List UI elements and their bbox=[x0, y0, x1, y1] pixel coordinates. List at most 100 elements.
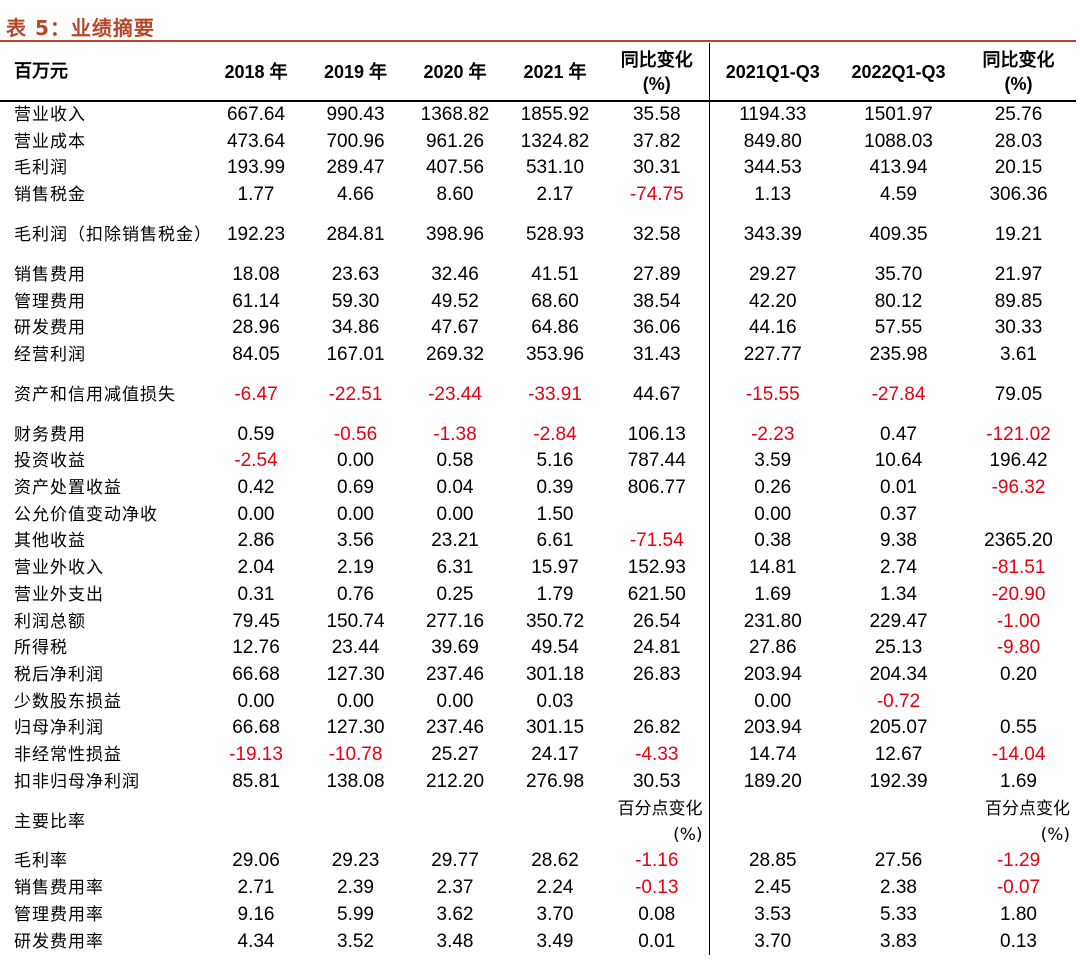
cell-value: 0.42 bbox=[237, 477, 275, 499]
cell-value: 29.27 bbox=[708, 261, 836, 289]
row-label: 毛利润 bbox=[14, 158, 68, 179]
cell-value: 39.69 bbox=[431, 637, 479, 659]
row-label: 公允价值变动净收 bbox=[14, 504, 158, 525]
row-label: 资产处置收益 bbox=[14, 478, 122, 499]
cell-value: 44.16 bbox=[708, 315, 836, 342]
cell-value: -14.04 bbox=[991, 744, 1046, 766]
cell-value: 700.96 bbox=[326, 130, 385, 152]
cell-value bbox=[306, 795, 405, 848]
col-header-text: 2021Q1-Q3 bbox=[725, 61, 820, 82]
cell-value: 806.77 bbox=[627, 477, 686, 499]
cell-value: 2.38 bbox=[880, 877, 917, 899]
cell-value: 231.80 bbox=[708, 608, 836, 636]
row-label: 毛利润（扣除销售税金） bbox=[14, 225, 212, 246]
cell-value: 398.96 bbox=[425, 224, 485, 246]
cell-value: 0.38 bbox=[708, 528, 836, 556]
cell-value: -6.47 bbox=[234, 384, 278, 406]
cell-value: -4.33 bbox=[635, 744, 679, 766]
cell-value: 5.99 bbox=[337, 903, 374, 925]
cell-value: 196.42 bbox=[989, 450, 1048, 472]
cell-value: 27.56 bbox=[874, 850, 923, 872]
cell-value: 5.33 bbox=[880, 903, 917, 925]
cell-value: 23.44 bbox=[331, 637, 380, 659]
cell-value: 3.59 bbox=[708, 448, 836, 476]
cell-value: 25.13 bbox=[874, 637, 923, 659]
col-header-text: 2018 年 bbox=[224, 61, 288, 82]
cell-value: 35.58 bbox=[632, 104, 681, 125]
cell-value: 0.08 bbox=[638, 903, 676, 925]
table-row: 管理费用率 9.16 5.99 3.62 3.70 0.08 3.53 5.33 1.80 bbox=[0, 901, 1076, 929]
cell-value: 667.64 bbox=[226, 104, 286, 125]
cell-value: 203.94 bbox=[708, 661, 836, 689]
cell-value: 276.98 bbox=[525, 770, 585, 792]
cell-value: 269.32 bbox=[425, 343, 485, 365]
col-header-2021: 2021 年 bbox=[505, 43, 605, 101]
cell-value: 1.69 bbox=[1000, 770, 1037, 792]
cell-value: 18.08 bbox=[232, 263, 280, 285]
cell-value: 0.00 bbox=[237, 503, 275, 525]
cell-value: 80.12 bbox=[874, 290, 923, 312]
table-row: 所得税 12.76 23.44 39.69 49.54 24.81 27.86 25.13 -9… bbox=[0, 635, 1076, 662]
cell-value: 2.17 bbox=[536, 184, 574, 206]
cell-value: 0.01 bbox=[638, 930, 676, 952]
cell-value bbox=[605, 502, 709, 529]
cell-value: 25.76 bbox=[994, 104, 1043, 125]
row-label: 销售费用 bbox=[14, 264, 86, 285]
cell-value: -10.78 bbox=[328, 744, 383, 766]
cell-value: 1.69 bbox=[708, 581, 836, 609]
cell-value: 192.23 bbox=[226, 224, 286, 246]
cell-value: 0.00 bbox=[337, 690, 374, 712]
table-row: 营业成本 473.64 700.96 961.26 1324.82 37.82 849.80… bbox=[0, 128, 1076, 156]
row-label: 其他收益 bbox=[14, 531, 86, 552]
cell-value: -33.91 bbox=[528, 384, 582, 406]
cell-value: 24.81 bbox=[632, 637, 681, 659]
row-label: 管理费用 bbox=[14, 291, 86, 312]
cell-value: 27.86 bbox=[708, 635, 836, 662]
table-row: 归母净利润 66.68 127.30 237.46 301.15 26.82 203.94 2… bbox=[0, 715, 1076, 743]
cell-value: 0.47 bbox=[880, 423, 917, 445]
cell-value: 84.05 bbox=[232, 343, 280, 365]
cell-value: 235.98 bbox=[869, 343, 928, 365]
cell-value: 1.34 bbox=[880, 583, 917, 605]
cell-value: 0.20 bbox=[1000, 663, 1037, 685]
cell-value: 289.47 bbox=[326, 157, 385, 179]
cell-value: 106.13 bbox=[627, 423, 686, 445]
cell-value: 192.39 bbox=[869, 770, 928, 792]
cell-value: 64.86 bbox=[531, 317, 579, 339]
cell-value: 2.45 bbox=[708, 875, 836, 902]
cell-value: 0.69 bbox=[337, 477, 374, 499]
cell-value: -23.44 bbox=[428, 384, 482, 406]
cell-value: 34.86 bbox=[331, 317, 380, 339]
cell-value: 28.03 bbox=[994, 130, 1043, 152]
row-label: 营业外收入 bbox=[14, 558, 104, 579]
row-label: 经营利润 bbox=[14, 344, 86, 365]
table-row: 毛利润（扣除销售税金） 192.23 284.81 398.96 528.93 32.58… bbox=[0, 208, 1076, 262]
cell-value: 189.20 bbox=[708, 768, 836, 796]
cell-value: 4.34 bbox=[237, 930, 275, 952]
cell-value: 31.43 bbox=[632, 343, 681, 365]
cell-value: 473.64 bbox=[226, 130, 286, 152]
row-label: 少数股东损益 bbox=[14, 691, 122, 712]
cell-value: 32.46 bbox=[431, 263, 479, 285]
cell-value: -2.54 bbox=[234, 450, 278, 472]
cell-value: -19.13 bbox=[229, 744, 283, 766]
cell-value: 14.74 bbox=[708, 742, 836, 769]
cell-value: 407.56 bbox=[425, 157, 485, 179]
cell-value: 1.50 bbox=[536, 503, 574, 525]
cell-value: 3.52 bbox=[337, 930, 374, 952]
cell-value: 3.49 bbox=[536, 930, 574, 952]
cell-value: 59.30 bbox=[331, 290, 380, 312]
cell-value: 24.17 bbox=[531, 744, 579, 766]
col-header-yoy-annual: 同比变化 (%) bbox=[605, 43, 709, 101]
row-label: 财务费用 bbox=[14, 424, 86, 445]
table-row: 销售税金 1.77 4.66 8.60 2.17 -74.75 1.13 4.59 306.36 bbox=[0, 182, 1076, 209]
cell-value: 3.83 bbox=[880, 930, 917, 952]
cell-value: 0.01 bbox=[880, 477, 917, 499]
cell-value: 79.45 bbox=[232, 610, 280, 632]
cell-value: 301.18 bbox=[525, 663, 585, 685]
cell-value: 41.51 bbox=[531, 263, 579, 285]
cell-value: 205.07 bbox=[869, 717, 928, 739]
cell-value: 2.39 bbox=[337, 877, 374, 899]
cell-value: 306.36 bbox=[989, 184, 1048, 206]
row-label: 管理费用率 bbox=[14, 904, 104, 925]
